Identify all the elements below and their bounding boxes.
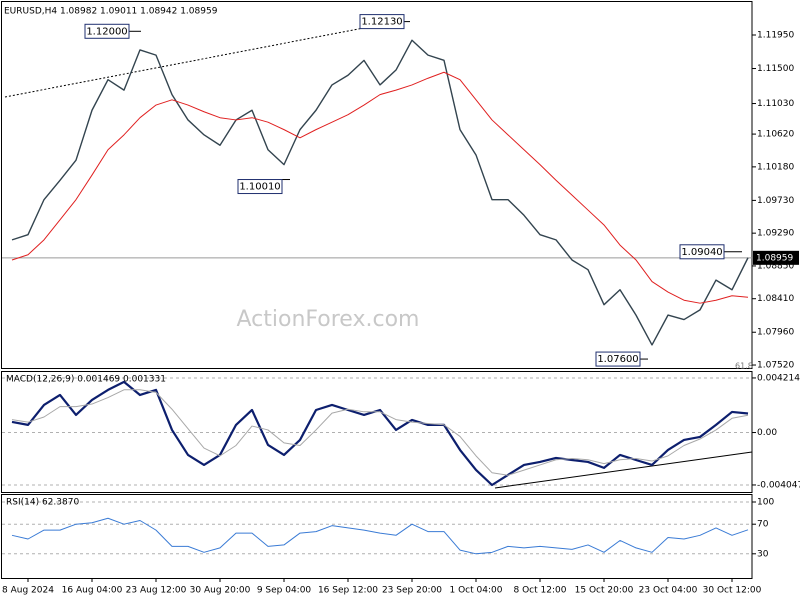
y-tick-label: 1.10620 [757,130,794,140]
x-tick-label: 16 Aug 04:00 [62,586,123,596]
x-tick-label: 1 Oct 04:00 [450,586,503,596]
fib-label: 61.8 [735,362,753,371]
x-tick-label: 8 Oct 12:00 [514,586,567,596]
y-tick-label: 0.004214 [757,373,800,383]
y-tick-label: -0.004047 [757,480,800,490]
annotation-label: 1.12000 [86,26,127,37]
last-price-label: 1.08959 [756,253,793,263]
y-tick-label: 1.09290 [757,229,794,239]
y-tick-label: 1.07520 [757,361,794,371]
y-tick-label: 1.09730 [757,196,794,206]
annotation-label: 1.12130 [361,17,402,28]
annotation-label: 1.09040 [681,247,722,258]
x-tick-label: 23 Aug 12:00 [126,586,187,596]
y-tick-label: 1.08410 [757,294,794,304]
x-tick-label: 23 Oct 04:00 [639,586,698,596]
y-tick-label: 1.11030 [757,99,794,109]
y-tick-label: 1.10180 [757,162,794,172]
signal-line [11,389,749,476]
panel-frame [1,371,753,493]
watermark: ActionForex.com [237,307,420,332]
annotation-box [237,179,283,195]
price-line [11,39,749,346]
annotation-box [679,244,725,260]
y-tick-label: 1.07960 [757,328,794,338]
y-tick-label: 1.11950 [757,31,794,41]
x-tick-label: 30 Oct 12:00 [703,586,762,596]
x-tick-label: 8 Aug 2024 [2,586,54,596]
annotation-box [359,14,405,30]
y-tick-label: 1.11500 [757,64,794,74]
x-tick-label: 16 Sep 12:00 [318,586,378,596]
x-tick-label: 9 Sep 04:00 [257,586,312,596]
annotation-box [595,351,641,367]
y-tick-label: 70 [757,520,769,530]
annotation-label: 1.10010 [239,182,280,193]
y-tick-label: 100 [757,498,774,508]
panel-title: MACD(12,26,9) 0.001469 0.001331 [6,375,166,385]
panel-title: EURUSD,H4 1.08982 1.09011 1.08942 1.0895… [4,7,218,17]
panel-frame [1,1,753,369]
y-tick-label: 1.08850 [757,261,794,271]
x-tick-label: 23 Sep 20:00 [382,586,442,596]
y-tick-label: 0.00 [757,428,777,438]
panel-frame [1,494,753,579]
macd-line [11,380,749,487]
x-tick-label: 30 Aug 20:00 [190,586,251,596]
moving-average [11,71,749,304]
panel-title: RSI(14) 62.3870 [6,498,79,508]
x-tick-label: 15 Oct 20:00 [575,586,634,596]
last-price-box [753,250,799,265]
rsi-line [11,517,749,555]
y-tick-label: 30 [757,549,769,559]
annotation-label: 1.07600 [597,354,638,365]
trend-line [494,451,753,489]
annotation-box [84,23,130,39]
